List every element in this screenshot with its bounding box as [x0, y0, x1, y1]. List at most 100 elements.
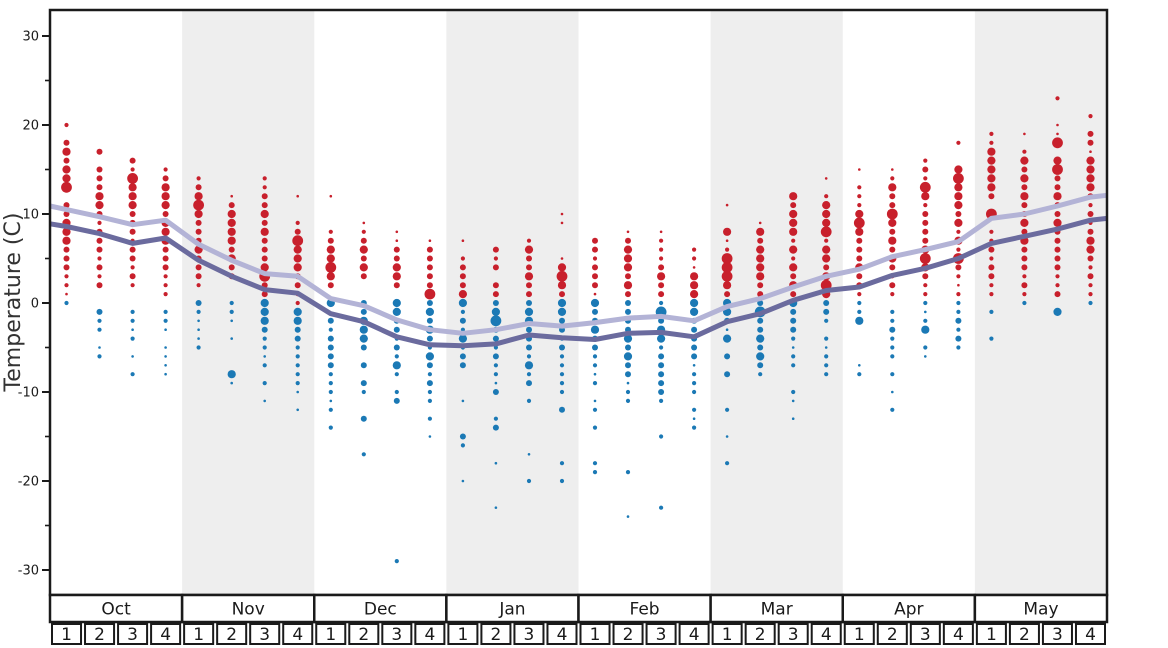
red-temp-dot — [129, 246, 136, 253]
red-temp-dot — [989, 140, 994, 145]
red-temp-dot — [493, 256, 498, 261]
week-cell — [183, 623, 215, 645]
red-temp-dot — [162, 255, 169, 262]
red-temp-dot — [922, 273, 929, 280]
blue-temp-dot — [393, 326, 400, 333]
blue-temp-dot — [359, 334, 368, 343]
red-temp-dot — [1021, 255, 1028, 262]
red-temp-dot — [822, 201, 831, 210]
red-temp-dot — [790, 291, 797, 298]
blue-temp-dot — [98, 346, 101, 349]
blue-temp-dot — [724, 371, 731, 378]
blue-temp-dot — [426, 300, 433, 306]
week-cell — [975, 623, 1007, 645]
month-label: Dec — [364, 600, 397, 620]
red-temp-dot — [954, 201, 963, 210]
blue-temp-dot — [1088, 300, 1093, 306]
red-temp-dot — [659, 247, 664, 252]
red-temp-dot — [426, 264, 433, 271]
red-temp-dot — [1054, 255, 1061, 262]
red-temp-dot — [393, 246, 400, 253]
blue-temp-dot — [592, 470, 598, 475]
blue-temp-dot — [97, 327, 102, 332]
blue-temp-dot — [824, 354, 829, 359]
red-temp-dot — [1086, 236, 1095, 245]
blue-temp-dot — [260, 307, 269, 316]
average-low-line — [49, 215, 1108, 349]
red-temp-dot — [988, 193, 995, 200]
week-label: 3 — [788, 625, 799, 645]
red-temp-dot — [162, 246, 169, 253]
red-temp-dot — [988, 246, 995, 253]
shaded-band-jan — [446, 10, 579, 595]
blue-temp-dot — [724, 353, 731, 360]
red-temp-dot — [295, 300, 300, 306]
blue-temp-dot — [360, 308, 367, 315]
red-temp-dot — [130, 283, 135, 288]
week-label: 4 — [424, 625, 435, 645]
red-temp-dot — [1021, 264, 1028, 271]
red-temp-dot — [129, 211, 136, 217]
red-temp-dot — [556, 270, 568, 282]
blue-temp-dot — [295, 354, 300, 359]
red-temp-dot — [227, 209, 236, 219]
blue-temp-dot — [195, 300, 202, 306]
red-temp-dot — [360, 273, 367, 280]
red-temp-dot — [791, 238, 796, 243]
red-temp-dot — [692, 247, 697, 252]
red-temp-dot — [95, 192, 104, 201]
week-label: 3 — [1052, 625, 1063, 645]
blue-temp-dot — [295, 381, 300, 386]
month-cell — [180, 593, 316, 624]
red-temp-dot — [824, 194, 829, 199]
blue-temp-dot — [361, 452, 366, 457]
blue-temp-dot — [329, 399, 333, 403]
blue-temp-dot — [262, 363, 267, 368]
blue-temp-dot — [659, 345, 664, 350]
blue-temp-dot — [460, 443, 465, 448]
red-temp-dot — [360, 255, 367, 262]
blue-temp-dot — [328, 389, 333, 395]
blue-temp-dot — [524, 361, 534, 370]
blue-temp-dot — [659, 505, 664, 510]
blue-temp-dot — [163, 318, 168, 323]
red-temp-dot — [956, 292, 961, 297]
week-label: 4 — [160, 625, 171, 645]
blue-temp-dot — [691, 344, 698, 351]
red-temp-dot — [129, 273, 136, 280]
blue-temp-dot — [725, 328, 729, 332]
red-temp-dot — [65, 292, 68, 296]
red-temp-dot — [690, 272, 699, 281]
week-cell — [480, 623, 512, 645]
red-temp-dot — [824, 238, 829, 243]
red-temp-dot — [194, 192, 203, 201]
week-label: 4 — [821, 625, 832, 645]
blue-temp-dot — [460, 309, 465, 314]
red-temp-dot — [659, 256, 664, 261]
blue-temp-dot — [690, 307, 699, 316]
week-cell — [117, 623, 149, 645]
red-temp-dot — [426, 246, 433, 253]
red-temp-dot — [293, 254, 302, 263]
blue-temp-dot — [658, 389, 665, 395]
blue-temp-dot — [426, 335, 433, 342]
y-tick-label: -20 — [18, 475, 39, 490]
red-temp-dot — [96, 246, 103, 253]
red-temp-dot — [789, 245, 798, 254]
blue-temp-dot — [230, 337, 233, 340]
blue-temp-dot — [592, 363, 598, 368]
blue-temp-dot — [723, 334, 732, 343]
blue-temp-dot — [394, 372, 399, 377]
blue-temp-dot — [394, 389, 399, 395]
red-temp-dot — [161, 201, 170, 210]
red-temp-dot — [461, 239, 465, 242]
red-temp-dot — [1022, 149, 1027, 154]
blue-temp-dot — [824, 346, 828, 349]
red-temp-dot — [424, 288, 436, 300]
red-temp-dot — [1022, 292, 1027, 297]
red-temp-dot — [592, 246, 598, 253]
blue-temp-dot — [164, 346, 167, 349]
red-temp-dot — [1054, 175, 1061, 182]
blue-temp-dot — [592, 308, 598, 315]
red-temp-dot — [1021, 282, 1028, 289]
